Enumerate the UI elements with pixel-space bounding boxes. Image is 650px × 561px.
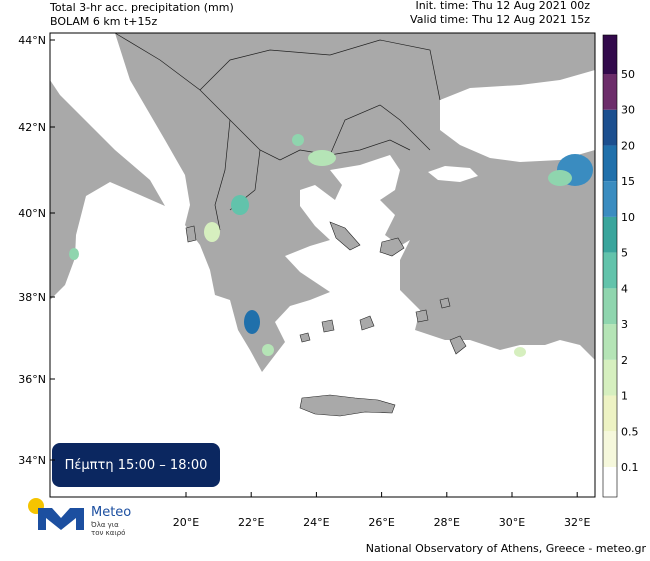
colorbar-label: 20 [621, 139, 635, 152]
colorbar-label: 2 [621, 354, 628, 367]
logo-tagline: τον καιρό [91, 529, 125, 537]
colorbar-label: 1 [621, 390, 628, 403]
map [49, 32, 596, 498]
precip-area [204, 222, 220, 242]
logo-tagline: Όλα για [90, 521, 119, 529]
colorbar-band [603, 252, 617, 289]
colorbar-label: 0.1 [621, 461, 639, 474]
colorbar-band [603, 359, 617, 396]
colorbar-label: 4 [621, 282, 628, 295]
black-sea [440, 70, 595, 162]
colorbar-band [603, 35, 617, 74]
colorbar-label: 0.5 [621, 425, 639, 438]
precipitation [69, 134, 593, 357]
precip-area [308, 150, 336, 166]
sea [50, 33, 595, 497]
lon-label: 20°E [173, 516, 199, 529]
colorbar: 0.1 0.5 1 2 3 4 5 10 15 20 30 50 [602, 34, 639, 498]
init-time: Init. time: Thu 12 Aug 2021 00z [415, 0, 590, 12]
logo-mark [38, 508, 84, 530]
precip-area [514, 347, 526, 357]
colorbar-band [603, 109, 617, 146]
precip-area [292, 134, 304, 146]
lon-label: 24°E [303, 516, 329, 529]
lat-label: 40°N [18, 207, 46, 220]
colorbar-label: 50 [621, 68, 635, 81]
colorbar-label: 30 [621, 104, 635, 117]
lat-label: 34°N [18, 454, 46, 467]
colorbar-band [603, 395, 617, 432]
lat-label: 36°N [18, 373, 46, 386]
islands [185, 221, 467, 417]
precip-area [548, 170, 572, 186]
precip-area [231, 195, 249, 215]
lat-label: 42°N [18, 121, 46, 134]
precip-area [69, 248, 79, 260]
map-frame [49, 32, 596, 498]
title: Total 3-hr acc. precipitation (mm) [49, 1, 234, 14]
valid-time: Valid time: Thu 12 Aug 2021 15z [410, 13, 590, 26]
footer: National Observatory of Athens, Greece -… [366, 542, 647, 555]
colorbar-band [603, 181, 617, 217]
logo-name: Meteo [91, 505, 131, 520]
colorbar-frame [602, 34, 618, 498]
time-box [52, 443, 220, 487]
colorbar-label: 10 [621, 211, 635, 224]
colorbar-band [603, 74, 617, 110]
colorbar-band [603, 145, 617, 182]
colorbar-band [603, 431, 617, 467]
colorbar-label: 15 [621, 175, 635, 188]
colorbar-band [603, 216, 617, 253]
marmara-sea [428, 166, 478, 182]
precip-area [244, 310, 260, 334]
logo: Meteo Όλα για τον καιρό [28, 498, 131, 537]
precip-area [262, 344, 274, 356]
lon-label: 28°E [434, 516, 460, 529]
model: BOLAM 6 km t+15z [50, 15, 158, 28]
colorbar-band [603, 467, 617, 497]
lon-label: 26°E [368, 516, 394, 529]
colorbar-band [603, 324, 617, 360]
lat-label: 38°N [18, 291, 46, 304]
colorbar-band [603, 288, 617, 325]
lat-label: 44°N [18, 34, 46, 47]
colorbar-label: 5 [621, 247, 628, 260]
lon-label: 30°E [499, 516, 525, 529]
lon-label: 32°E [564, 516, 590, 529]
time-label: Πέμπτη 15:00 – 18:00 [65, 458, 208, 473]
colorbar-label: 3 [621, 318, 628, 331]
lon-label: 22°E [238, 516, 264, 529]
